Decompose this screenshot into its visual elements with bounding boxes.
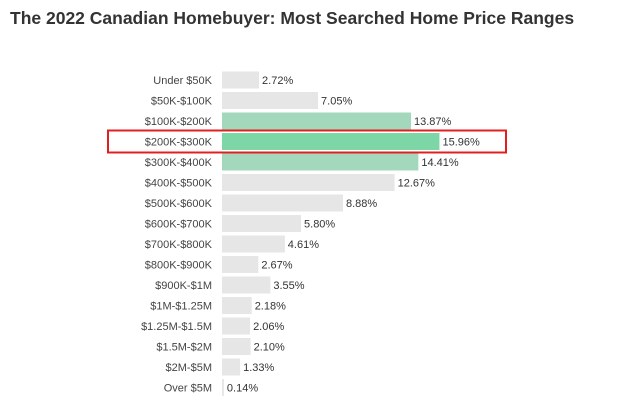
category-label-400k-500k: $400K-$500K — [145, 178, 213, 190]
bar-600k-700k — [222, 215, 302, 232]
value-label-over-5m: 0.14% — [227, 383, 258, 395]
bar-900k-1m — [222, 276, 271, 294]
bar-200k-300k — [222, 133, 440, 150]
category-label-2m-5m: $2M-$5M — [166, 362, 212, 374]
bar-2m-5m — [222, 358, 241, 376]
value-label-50k-100k: 7.05% — [321, 96, 352, 108]
value-label-700k-800k: 4.61% — [288, 239, 319, 251]
category-label-1-25m-1-5m: $1.25M-$1.5M — [141, 321, 212, 333]
value-label-under-50k: 2.72% — [262, 75, 293, 87]
category-label-800k-900k: $800K-$900K — [145, 260, 213, 272]
category-label-900k-1m: $900K-$1M — [155, 280, 212, 292]
emphasis-outline — [107, 129, 507, 154]
category-label-500k-600k: $500K-$600K — [145, 198, 213, 210]
value-label-100k-200k: 13.87% — [414, 116, 452, 128]
bar-under-50k — [222, 71, 260, 89]
category-label-200k-300k: $200K-$300K — [145, 137, 213, 149]
category-label-300k-400k: $300K-$400K — [145, 157, 213, 169]
value-label-500k-600k: 8.88% — [346, 198, 377, 210]
bar-over-5m — [222, 379, 224, 396]
category-label-over-5m: Over $5M — [164, 383, 212, 395]
bar-1-5m-2m — [222, 338, 251, 355]
value-label-1m-1-25m: 2.18% — [255, 301, 286, 313]
value-label-900k-1m: 3.55% — [273, 280, 304, 292]
category-label-50k-100k: $50K-$100K — [151, 96, 213, 108]
value-label-300k-400k: 14.41% — [421, 157, 459, 169]
category-label-600k-700k: $600K-$700K — [145, 219, 213, 231]
category-label-700k-800k: $700K-$800K — [145, 239, 213, 251]
chart-title: The 2022 Canadian Homebuyer: Most Search… — [10, 8, 575, 28]
bar-50k-100k — [222, 92, 319, 109]
value-label-400k-500k: 12.67% — [398, 178, 436, 190]
bar-1m-1-25m — [222, 297, 252, 314]
category-label-1-5m-2m: $1.5M-$2M — [156, 342, 212, 354]
bar-1-25m-1-5m — [222, 317, 251, 335]
value-label-200k-300k: 15.96% — [442, 137, 480, 149]
bar-500k-600k — [222, 194, 343, 212]
bar-700k-800k — [222, 235, 285, 253]
category-label-1m-1-25m: $1M-$1.25M — [150, 301, 212, 313]
bar-100k-200k — [222, 112, 411, 130]
category-label-under-50k: Under $50K — [153, 75, 212, 87]
value-label-800k-900k: 2.67% — [261, 260, 292, 272]
value-label-600k-700k: 5.80% — [304, 219, 335, 231]
bar-300k-400k — [222, 153, 419, 171]
bar-400k-500k — [222, 174, 395, 191]
value-label-1-25m-1-5m: 2.06% — [253, 321, 284, 333]
category-label-100k-200k: $100K-$200K — [145, 116, 213, 128]
value-label-2m-5m: 1.33% — [243, 362, 274, 374]
bar-800k-900k — [222, 256, 259, 273]
value-label-1-5m-2m: 2.10% — [254, 342, 285, 354]
